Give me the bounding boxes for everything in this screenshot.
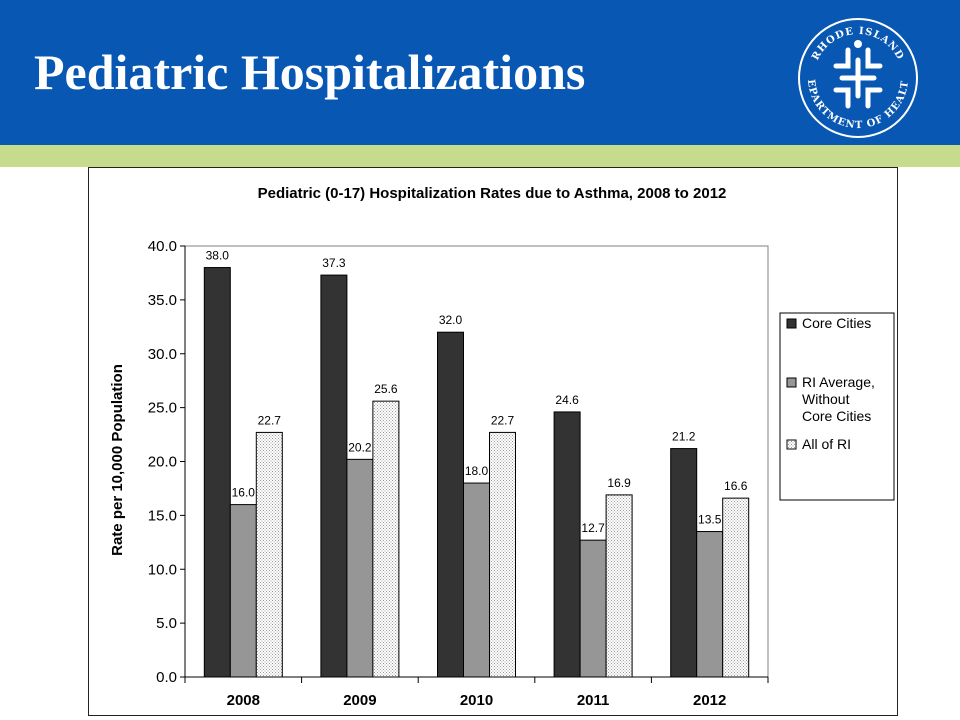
bar	[696, 531, 724, 678]
x-tick-label: 2011	[577, 692, 610, 709]
bars: 38.0 37.3 32.0 24.6 21.2 16.0 20.2 18.0 12.7 13.5…	[203, 249, 750, 678]
bar-value-label: 16.9	[607, 476, 631, 490]
bar-value-label: 24.6	[555, 393, 579, 407]
bar-value-label: 22.7	[491, 413, 515, 427]
bar-value-label: 25.6	[374, 382, 398, 396]
chart-title: Pediatric (0-17) Hospitalization Rates d…	[258, 185, 727, 202]
y-tick-label: 0.0	[156, 669, 177, 686]
y-tick-label: 10.0	[148, 561, 177, 578]
asthma-rate-chart: Pediatric (0-17) Hospitalization Rates d…	[109, 185, 895, 709]
y-tick-label: 25.0	[148, 400, 177, 417]
legend-label: Core Cities	[802, 408, 871, 424]
bar	[229, 504, 257, 678]
bar	[346, 458, 374, 678]
bar-value-label: 38.0	[206, 249, 230, 263]
bar-value-label: 18.0	[465, 464, 489, 478]
bar-value-label: 13.5	[698, 513, 722, 527]
bar-value-label: 37.3	[322, 256, 346, 270]
bar	[203, 267, 231, 678]
legend-box	[779, 312, 895, 501]
y-tick-label: 5.0	[156, 615, 177, 632]
slide-title: Pediatric Hospitalizations	[34, 44, 586, 100]
y-tick-label: 30.0	[148, 346, 177, 363]
bar	[579, 539, 607, 678]
bar	[463, 482, 490, 678]
legend-swatch	[786, 377, 797, 388]
header-banner: Pediatric Hospitalizations RHODE ISLAND …	[0, 0, 960, 145]
chart-frame: Pediatric (0-17) Hospitalization Rates d…	[88, 167, 898, 716]
bar-value-label: 12.7	[581, 521, 605, 535]
bar	[553, 411, 581, 678]
x-tick-label: 2008	[227, 692, 260, 709]
legend-label: Without	[802, 391, 850, 407]
bar-value-label: 32.0	[439, 313, 463, 327]
legend-swatch	[786, 318, 797, 329]
bar	[489, 431, 516, 678]
bar	[722, 497, 750, 678]
y-tick-label: 40.0	[148, 238, 177, 255]
y-tick-label: 15.0	[148, 507, 177, 524]
bar	[320, 274, 348, 678]
y-tick-label: 20.0	[148, 454, 177, 471]
bar	[372, 400, 400, 678]
bar	[255, 431, 283, 678]
x-tick-label: 2009	[343, 692, 376, 709]
y-tick-label: 35.0	[148, 292, 177, 309]
axes: 0.0 5.0 10.0 15.0 20.0 25.0 30.0 35.0 40.0 2008 20…	[148, 238, 769, 709]
bar-value-label: 16.0	[232, 486, 256, 500]
accent-band	[0, 145, 960, 167]
bar-value-label: 16.6	[724, 479, 748, 493]
bar-value-label: 22.7	[258, 413, 282, 427]
bar	[437, 331, 464, 678]
bar	[605, 494, 633, 678]
bar-value-label: 20.2	[348, 440, 372, 454]
legend-label: Core Cities	[802, 315, 871, 331]
x-tick-label: 2010	[460, 692, 493, 709]
bar	[670, 448, 698, 678]
legend-label: All of RI	[802, 436, 851, 452]
legend-swatch	[786, 439, 797, 450]
bar-value-label: 21.2	[672, 430, 696, 444]
x-tick-label: 2012	[693, 692, 726, 709]
legend-label: RI Average,	[802, 374, 875, 390]
y-axis-label: Rate per 10,000 Population	[109, 364, 126, 556]
